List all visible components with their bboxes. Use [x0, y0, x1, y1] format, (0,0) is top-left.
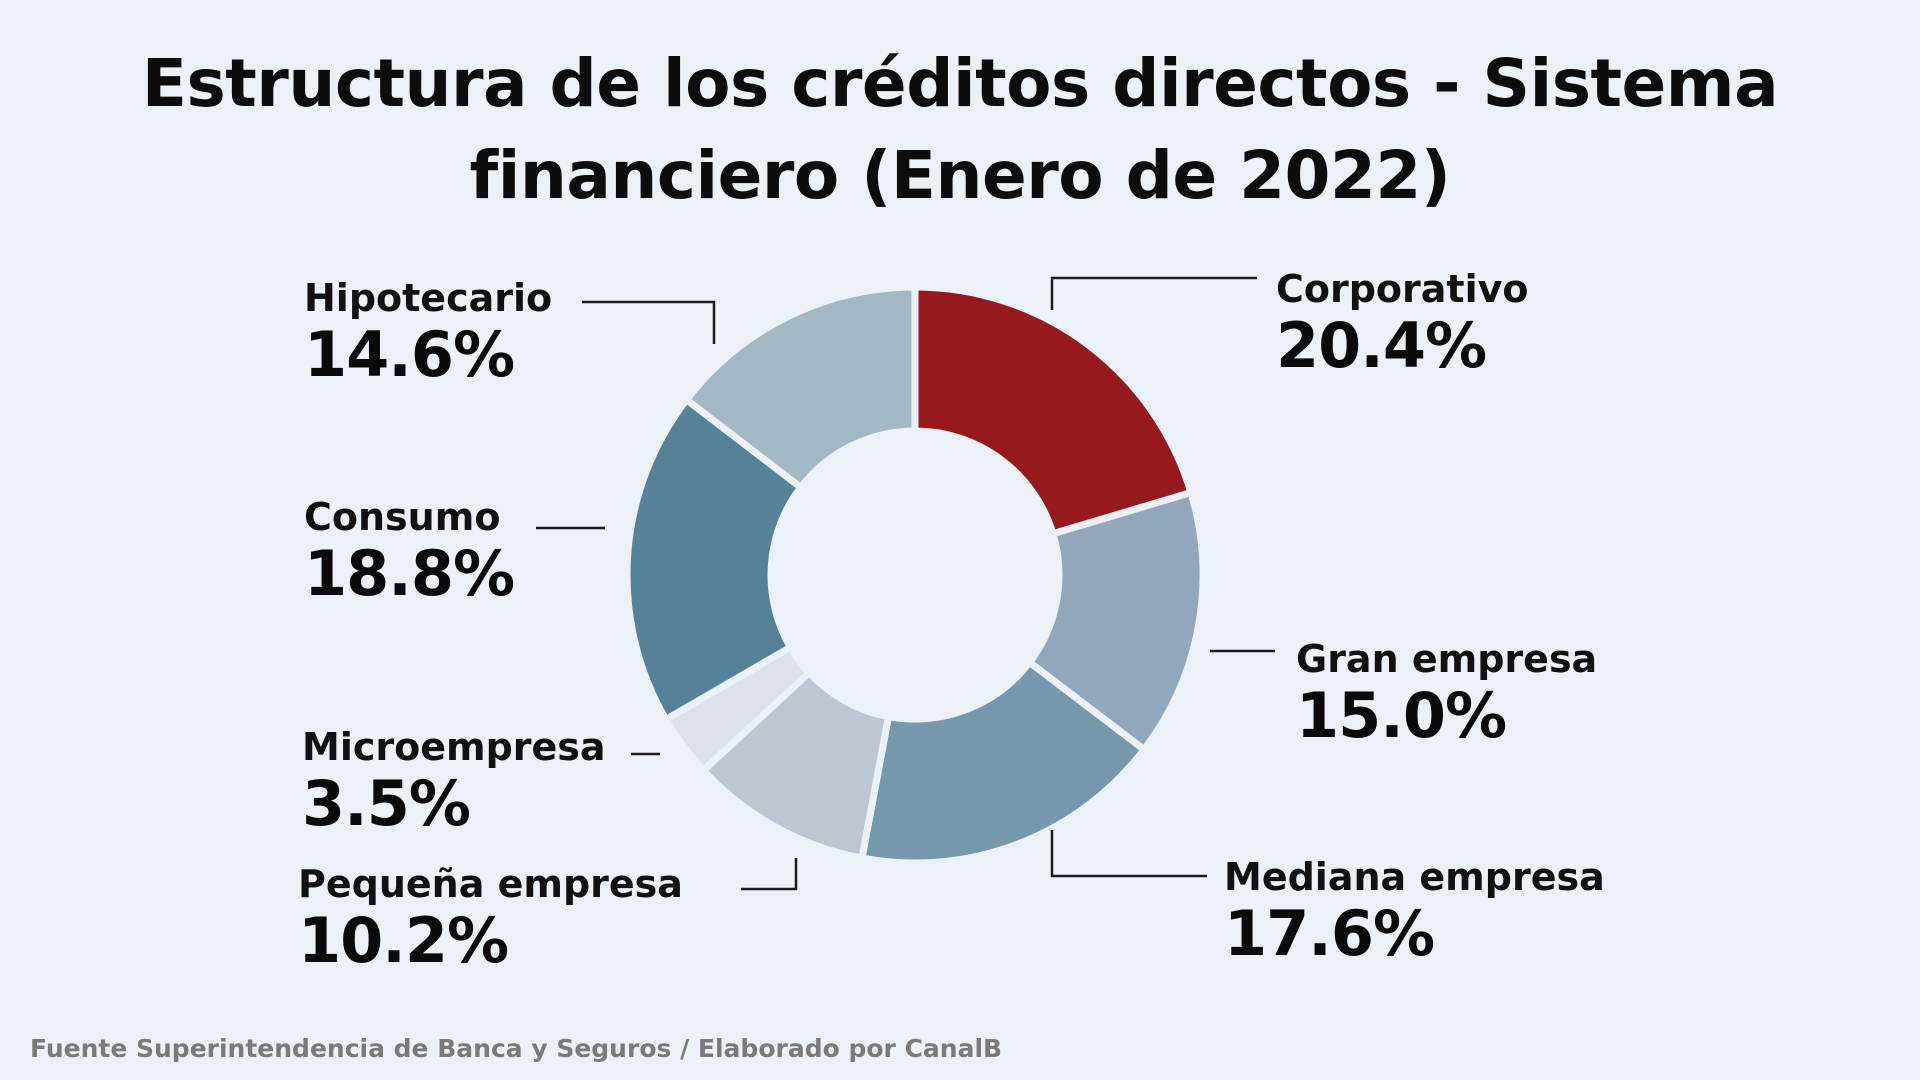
slice-value-microempresa: 3.5% — [302, 767, 470, 840]
slice-value-pequena-empresa: 10.2% — [298, 904, 508, 977]
slice-value-consumo: 18.8% — [304, 537, 514, 610]
slice-label-mediana-empresa: Mediana empresa — [1224, 855, 1605, 899]
chart-title-line-1: Estructura de los créditos directos - Si… — [141, 45, 1779, 122]
slice-value-mediana-empresa: 17.6% — [1224, 897, 1434, 970]
slice-label-hipotecario: Hipotecario — [304, 276, 552, 320]
chart-title-line-2: financiero (Enero de 2022) — [469, 137, 1451, 214]
slice-label-consumo: Consumo — [304, 495, 500, 539]
slice-mediana-empresa — [857, 657, 1149, 867]
leader-line-hipotecario — [582, 300, 716, 344]
slice-gran-empresa — [1024, 488, 1207, 755]
chart-title: Estructura de los créditos directos - Si… — [0, 38, 1920, 222]
slice-label-gran-empresa: Gran empresa — [1296, 637, 1597, 681]
slice-value-gran-empresa: 15.0% — [1296, 679, 1506, 752]
slice-value-corporativo: 20.4% — [1276, 309, 1486, 382]
slice-hipotecario — [681, 283, 919, 493]
leader-line-mediana-empresa — [1050, 830, 1207, 878]
source-note: Fuente Superintendencia de Banca y Segur… — [30, 1034, 1003, 1063]
slice-corporativo — [911, 283, 1196, 539]
slice-label-microempresa: Microempresa — [302, 725, 606, 769]
leader-lines-layer — [536, 276, 1275, 891]
slice-value-hipotecario: 14.6% — [304, 318, 514, 391]
slice-label-pequena-empresa: Pequeña empresa — [298, 862, 683, 906]
slice-label-corporativo: Corporativo — [1276, 267, 1529, 311]
slices-layer — [623, 283, 1207, 867]
leader-line-corporativo — [1050, 276, 1257, 310]
slice-consumo — [623, 394, 806, 725]
leader-line-pequena-empresa — [741, 858, 798, 891]
